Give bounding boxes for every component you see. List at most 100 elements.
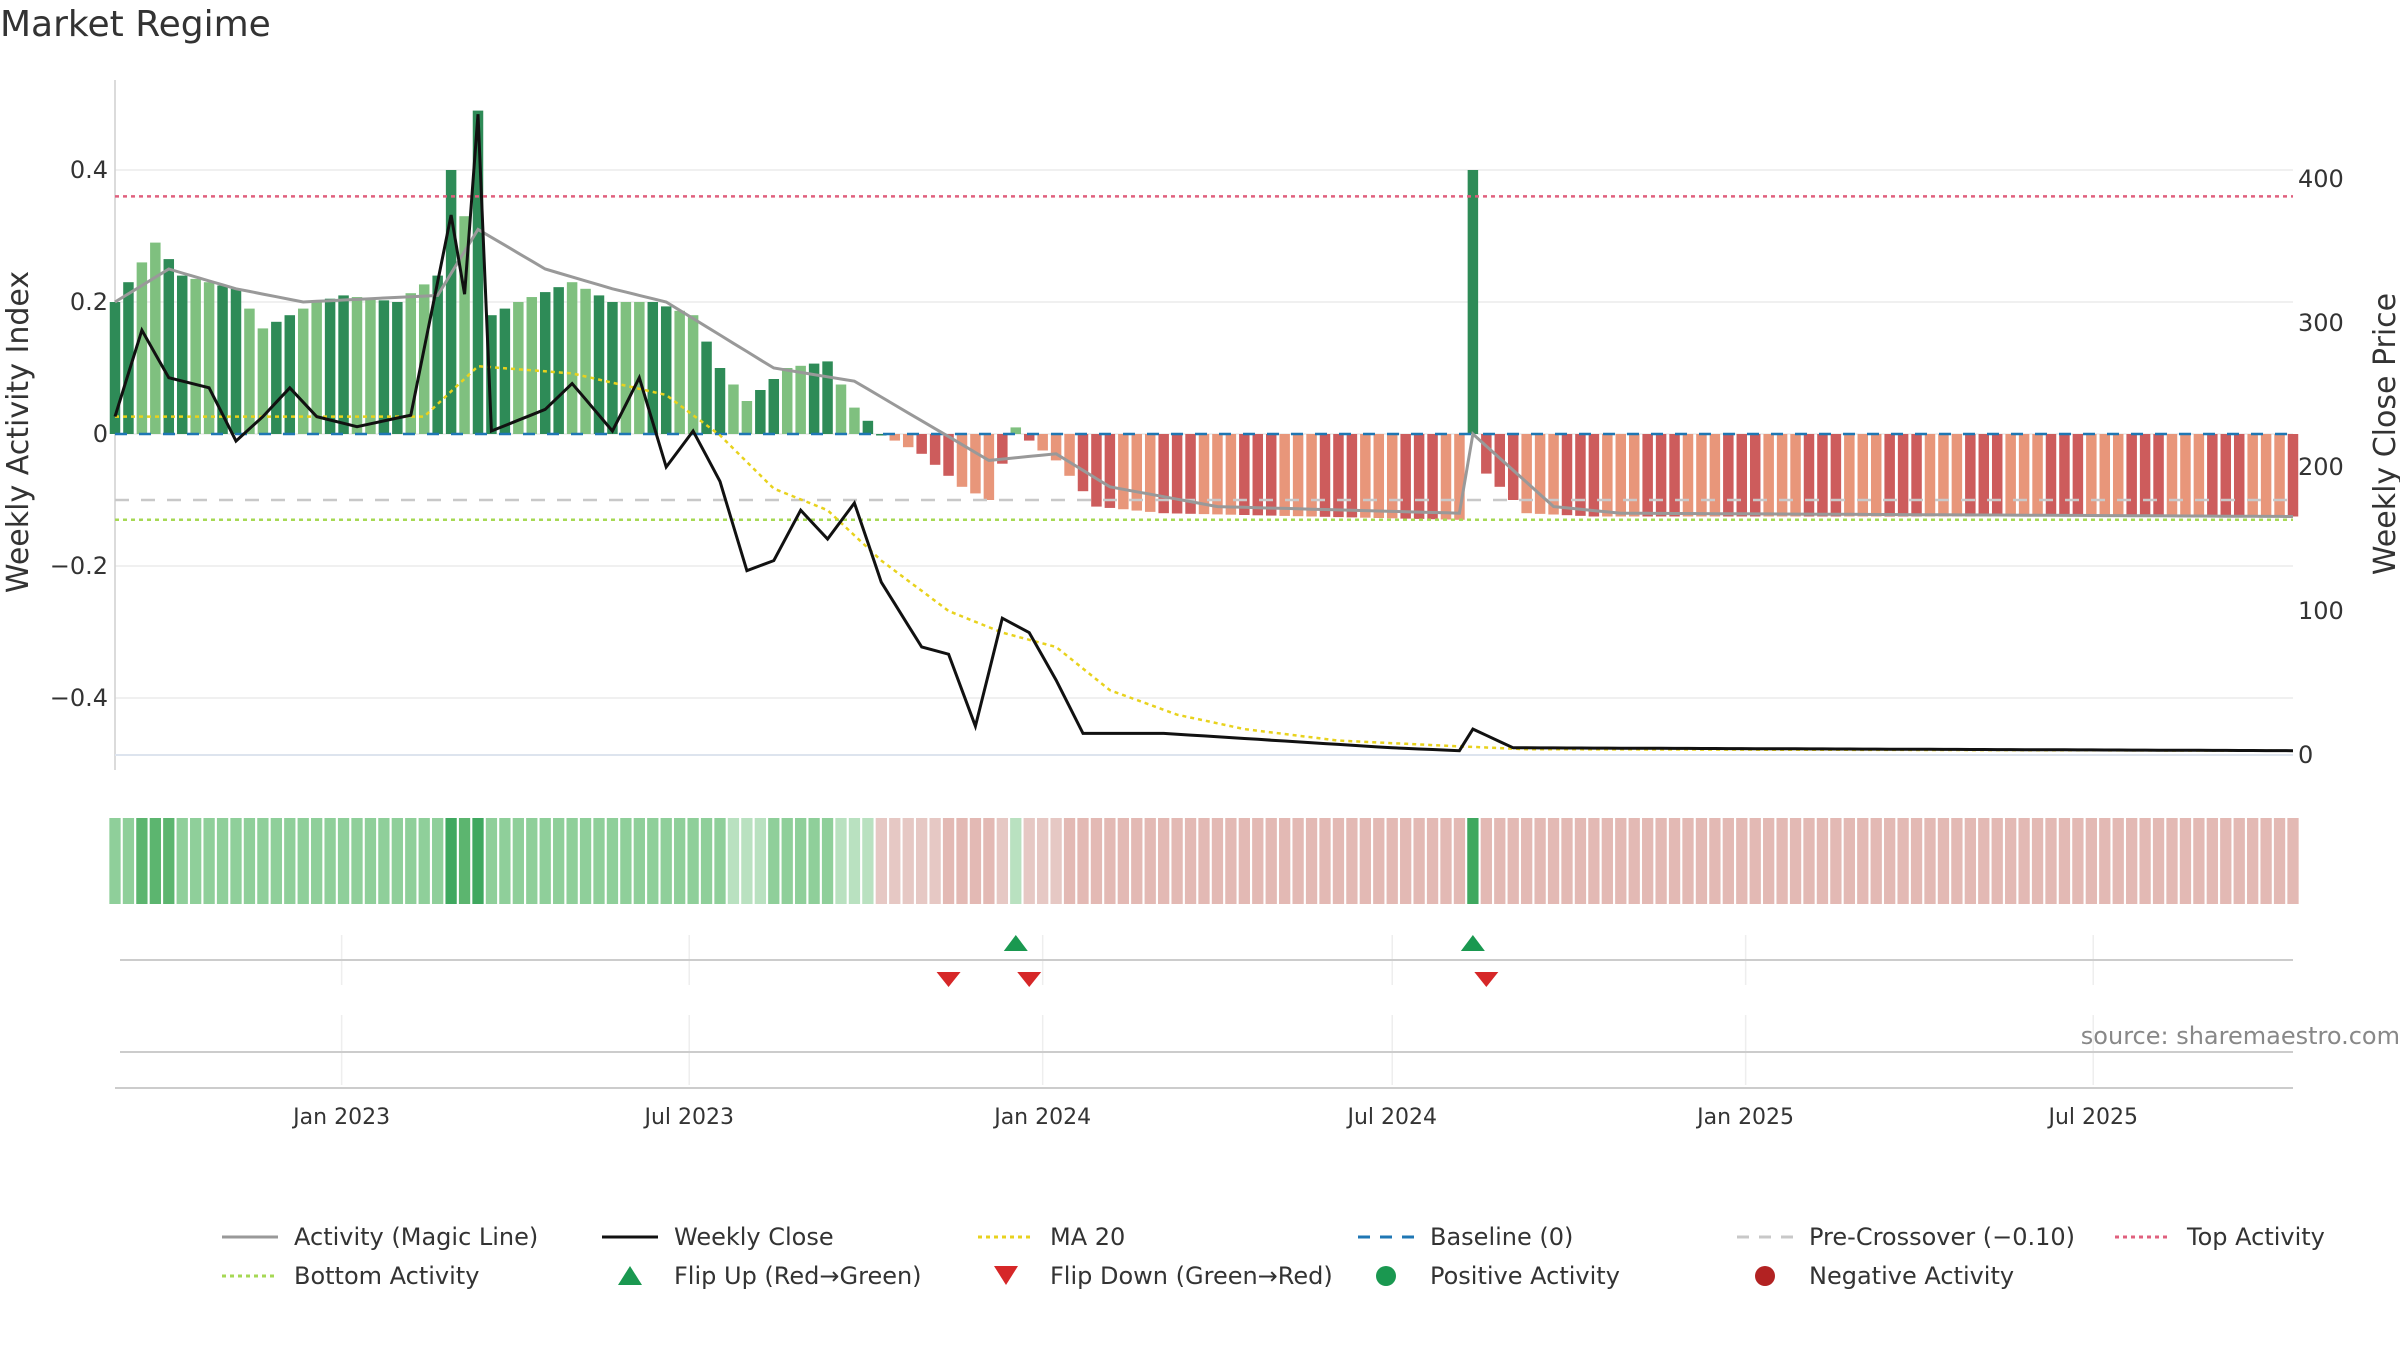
activity-bar <box>284 315 296 434</box>
regime-cell <box>983 818 995 904</box>
regime-cell <box>512 818 524 904</box>
legend-label: Pre-Crossover (−0.10) <box>1809 1223 2075 1251</box>
activity-bar <box>1454 434 1465 520</box>
regime-cell <box>1615 818 1627 904</box>
activity-bar <box>822 361 833 434</box>
activity-bar <box>2153 434 2164 517</box>
regime-cell <box>1117 818 1129 904</box>
regime-cell <box>1238 818 1250 904</box>
activity-bar <box>553 287 564 434</box>
activity-bar <box>136 262 148 434</box>
activity-bar <box>1265 434 1277 516</box>
regime-cell <box>862 818 874 904</box>
legend-label: Flip Down (Green→Red) <box>1050 1262 1333 1290</box>
activity-bar <box>1010 427 1022 434</box>
activity-bar <box>109 302 121 434</box>
activity-bar <box>2139 434 2151 517</box>
regime-cell <box>526 818 538 904</box>
regime-cell <box>647 818 659 904</box>
regime-cell <box>889 818 901 904</box>
activity-bar <box>1911 434 1922 517</box>
activity-bar <box>1830 434 1842 517</box>
legend-swatch <box>994 1266 1018 1285</box>
y-left-tick-label: −0.4 <box>50 684 108 712</box>
y-left-tick-label: 0.4 <box>70 156 108 184</box>
regime-cell <box>660 818 672 904</box>
activity-bar <box>956 434 968 487</box>
activity-bar <box>1602 434 1613 517</box>
activity-bar <box>1534 434 1546 514</box>
legend-item: Weekly Close <box>602 1223 834 1251</box>
regime-cell <box>781 818 793 904</box>
activity-bar <box>1991 434 2003 517</box>
regime-cell <box>458 818 471 904</box>
activity-bar <box>902 434 914 448</box>
activity-bar <box>150 242 161 434</box>
regime-cell <box>1211 818 1224 904</box>
regime-cell <box>929 818 941 904</box>
activity-bar <box>365 298 376 434</box>
x-tick-label: Jul 2023 <box>643 1105 735 1130</box>
regime-cell <box>1574 818 1587 904</box>
regime-cell <box>835 818 847 904</box>
activity-bar <box>1050 434 1062 461</box>
y-right-axis-title: Weekly Close Price <box>2368 293 2400 575</box>
regime-cell <box>1158 818 1170 904</box>
regime-cell <box>1063 818 1076 904</box>
regime-cell <box>1789 818 1802 904</box>
regime-cell <box>1897 818 1909 904</box>
activity-bar <box>1494 434 1506 487</box>
regime-cell <box>1628 818 1640 904</box>
activity-bar <box>1857 434 1869 517</box>
regime-cell <box>996 818 1008 904</box>
activity-bar <box>1817 434 1828 517</box>
regime-cell <box>324 818 336 904</box>
regime-cell <box>1709 818 1721 904</box>
regime-cell <box>848 818 861 904</box>
regime-cell <box>1682 818 1694 904</box>
regime-cell <box>553 818 565 904</box>
regime-cell <box>149 818 161 904</box>
regime-cell <box>1910 818 1923 904</box>
regime-cell <box>2193 818 2205 904</box>
regime-cell <box>620 818 632 904</box>
activity-bar <box>2059 434 2070 517</box>
regime-cell <box>808 818 820 904</box>
regime-cell <box>606 818 619 904</box>
activity-bar <box>768 379 780 434</box>
regime-cell <box>284 818 296 904</box>
regime-cell <box>1467 818 1479 904</box>
activity-bar <box>1171 434 1183 514</box>
regime-cell <box>1547 818 1560 904</box>
activity-bar <box>1790 434 1801 517</box>
y-left-tick-label: 0.2 <box>70 288 108 316</box>
regime-cell <box>1010 818 1022 904</box>
regime-cell <box>1763 818 1775 904</box>
x-tick-label: Jan 2023 <box>291 1105 390 1130</box>
regime-cell <box>2220 818 2232 904</box>
regime-cell <box>257 818 269 904</box>
regime-cell <box>1951 818 1963 904</box>
legend-swatch <box>1376 1266 1396 1286</box>
regime-cell <box>391 818 403 904</box>
flip-down-marker <box>1017 972 1042 987</box>
x-axis: Jan 2023 Jul 2023 Jan 2024 Jul 2024 Jan 2025… <box>115 1087 2293 1130</box>
y-left-axis-title: Weekly Activity Index <box>1 271 36 593</box>
regime-cell <box>2085 818 2097 904</box>
regime-cell <box>1816 818 1829 904</box>
regime-cell <box>351 818 363 904</box>
regime-cell <box>1601 818 1613 904</box>
activity-bar <box>1198 434 1210 515</box>
activity-bar <box>405 293 417 434</box>
activity-bar <box>176 275 188 434</box>
activity-bar <box>539 292 551 434</box>
flip-up-marker <box>1460 935 1485 951</box>
activity-bar <box>1844 434 1855 517</box>
activity-bar <box>1588 434 1600 517</box>
regime-cell <box>1184 818 1197 904</box>
regime-cell <box>2139 818 2151 904</box>
activity-bar <box>378 300 390 434</box>
activity-bar <box>472 110 484 434</box>
activity-bar <box>1723 434 1734 517</box>
regime-cell <box>579 818 592 904</box>
